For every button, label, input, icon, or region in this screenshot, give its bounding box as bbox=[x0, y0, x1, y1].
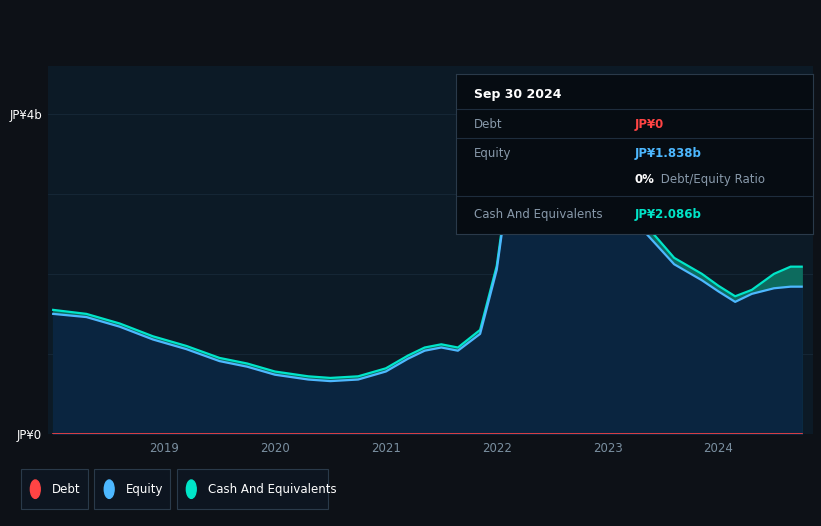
Text: Debt: Debt bbox=[474, 118, 502, 132]
FancyBboxPatch shape bbox=[94, 469, 170, 509]
Text: Debt: Debt bbox=[52, 483, 80, 495]
Ellipse shape bbox=[186, 480, 196, 499]
Text: Equity: Equity bbox=[474, 147, 511, 160]
Text: Sep 30 2024: Sep 30 2024 bbox=[474, 88, 561, 101]
Text: Cash And Equivalents: Cash And Equivalents bbox=[474, 208, 602, 221]
Text: Cash And Equivalents: Cash And Equivalents bbox=[208, 483, 337, 495]
FancyBboxPatch shape bbox=[21, 469, 88, 509]
Text: JP¥0: JP¥0 bbox=[635, 118, 663, 132]
Text: JP¥1.838b: JP¥1.838b bbox=[635, 147, 701, 160]
Text: JP¥2.086b: JP¥2.086b bbox=[635, 208, 701, 221]
Text: Equity: Equity bbox=[126, 483, 163, 495]
FancyBboxPatch shape bbox=[177, 469, 328, 509]
Ellipse shape bbox=[104, 480, 114, 499]
Text: 0%: 0% bbox=[635, 173, 654, 186]
Ellipse shape bbox=[30, 480, 40, 499]
Text: Debt/Equity Ratio: Debt/Equity Ratio bbox=[658, 173, 765, 186]
